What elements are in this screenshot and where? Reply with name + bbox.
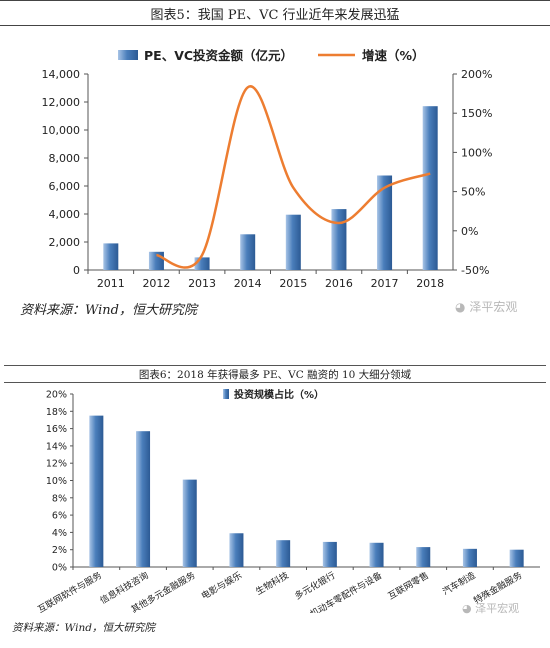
chart1-watermark-text: 泽平宏观 <box>469 300 518 314</box>
chart1-bar <box>422 106 438 270</box>
chart1-title: 图表5：我国 PE、VC 行业近年来发展迅猛 <box>0 0 550 26</box>
chart1-watermark: ◕ 泽平宏观 <box>455 298 517 315</box>
chart2-bar <box>182 479 197 567</box>
chart1-y-right-tick-label: -50% <box>461 264 489 277</box>
chart1-bar <box>377 175 393 270</box>
chart1-y-right-tick-label: 150% <box>461 107 492 120</box>
chart1-svg: PE、VC投资金额（亿元） 增速（%） 0 2,000 4,000 6,000 8,00… <box>42 48 493 290</box>
chart1-x-tick-label: 2011 <box>97 277 125 290</box>
chart2-watermark: ◕ 泽平宏观 <box>462 600 519 616</box>
chart1-bar <box>331 209 347 270</box>
chart1-y-left-tick-label: 14,000 <box>42 68 81 81</box>
chart1-growth-line <box>156 85 431 269</box>
chart2-source: 资料来源：Wind，恒大研究院 <box>12 622 155 634</box>
chart2-y-tick-label: 6% <box>52 511 67 522</box>
chart2-svg: 投资规模占比（%） 0% 2% 4% 6% 8% 10% 12% 14% 16% 18% 20% 互… <box>35 388 540 613</box>
chart1-bar <box>103 243 119 270</box>
chart1-source: 资料来源：Wind，恒大研究院 <box>20 303 197 318</box>
chart2-y-tick-label: 12% <box>46 459 67 470</box>
chart2-y-tick-label: 2% <box>52 545 67 556</box>
chart1-x-tick-label: 2013 <box>188 277 216 290</box>
wechat-icon: ◕ <box>455 300 466 314</box>
chart2-x-tick-label: 电影与娱乐 <box>199 569 244 602</box>
chart2-bar <box>229 533 244 567</box>
chart2-x-tick-label: 互联网零售 <box>386 569 431 602</box>
chart1-legend-line-label: 增速（%） <box>362 48 425 63</box>
chart2-y-tick-label: 18% <box>46 407 67 418</box>
chart2-x-tick-label: 汽车制造 <box>440 569 477 597</box>
chart2-bar <box>276 540 291 567</box>
chart2-y-tick-label: 14% <box>46 441 67 452</box>
chart2-x-tick-label: 互联网软件与服务 <box>35 569 103 613</box>
chart2-bar <box>136 431 151 567</box>
chart1-bar <box>240 234 256 270</box>
chart1-y-left-tick-label: 2,000 <box>49 236 81 249</box>
chart2-y-tick-label: 16% <box>46 424 67 435</box>
chart1-legend-bar-label: PE、VC投资金额（亿元） <box>144 48 293 63</box>
chart1-x-tick-label: 2016 <box>325 277 353 290</box>
chart1-y-right-tick-label: 200% <box>461 68 492 81</box>
chart1-y-left-tick-label: 0 <box>73 264 80 277</box>
chart2-x-tick-label: 机动车零配件与设备 <box>308 569 384 613</box>
chart1-y-left-tick-label: 8,000 <box>49 152 81 165</box>
chart2-x-tick-label: 多元化银行 <box>292 569 337 602</box>
chart2-bar <box>509 549 524 567</box>
chart1-y-left-tick-label: 12,000 <box>42 96 81 109</box>
wechat-icon-2: ◕ <box>462 602 472 615</box>
chart1-x-tick-label: 2018 <box>416 277 444 290</box>
chart2-bar <box>322 541 337 567</box>
chart2-watermark-text: 泽平宏观 <box>475 602 520 615</box>
chart2-x-tick-label: 生物科技 <box>253 569 290 597</box>
chart1-x-tick-label: 2017 <box>371 277 399 290</box>
chart2-bar <box>462 548 477 567</box>
chart2-y-tick-label: 8% <box>52 493 67 504</box>
chart1-legend-bar-swatch <box>118 50 138 60</box>
chart1-legend: PE、VC投资金额（亿元） 增速（%） <box>118 48 425 63</box>
chart2-legend-bar-label: 投资规模占比（%） <box>234 388 324 401</box>
chart2-bar <box>416 547 431 567</box>
chart1-y-right-tick-label: 0% <box>461 225 478 238</box>
chart1-x-tick-label: 2012 <box>142 277 170 290</box>
chart2-y-tick-label: 4% <box>52 528 67 539</box>
chart2-legend-bar-swatch <box>223 389 229 399</box>
chart1-y-right-tick-label: 50% <box>461 186 485 199</box>
chart1-bar <box>285 214 301 270</box>
chart2-title: 图表6：2018 年获得最多 PE、VC 融资的 10 大细分领域 <box>4 365 546 383</box>
chart1-x-tick-label: 2015 <box>279 277 307 290</box>
chart2-bar <box>89 415 104 567</box>
chart2-y-tick-label: 10% <box>46 476 67 487</box>
chart2-y-tick-label: 0% <box>52 563 67 574</box>
chart2-legend: 投资规模占比（%） <box>223 388 324 401</box>
chart2-bar <box>369 542 384 567</box>
chart1-y-left-tick-label: 6,000 <box>49 180 81 193</box>
chart1-y-left-tick-label: 4,000 <box>49 208 81 221</box>
chart1-x-tick-label: 2014 <box>234 277 262 290</box>
chart1-y-right-tick-label: 100% <box>461 146 492 159</box>
chart1-y-left-tick-label: 10,000 <box>42 124 81 137</box>
chart2-y-tick-label: 20% <box>46 390 67 401</box>
